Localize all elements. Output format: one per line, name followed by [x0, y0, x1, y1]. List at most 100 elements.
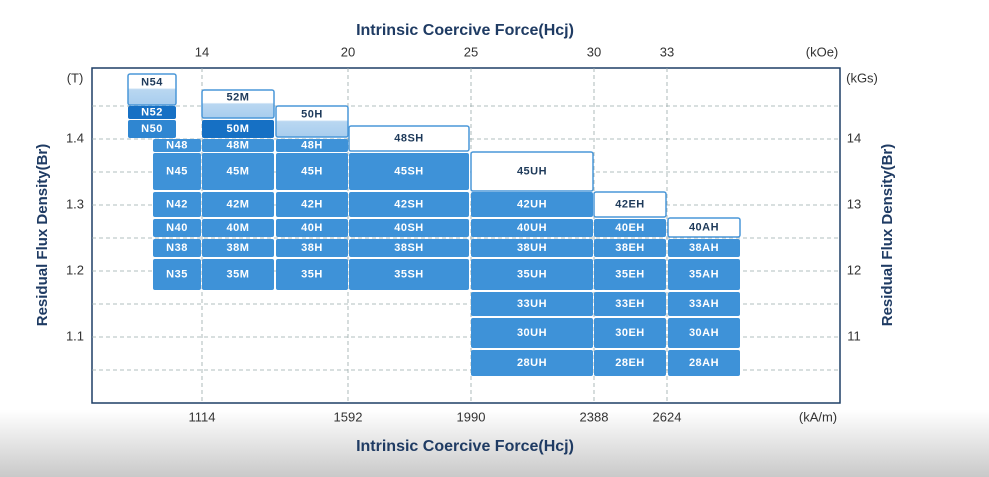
grade-label: 38EH [615, 242, 645, 254]
grade-label: 30UH [517, 327, 547, 339]
grade-label: 35SH [394, 268, 424, 280]
grade-block [349, 192, 469, 217]
grade-label: 33AH [689, 298, 719, 310]
grade-label: 28UH [517, 357, 547, 369]
top-tick-label: 14 [195, 44, 209, 59]
top-tick-label: 33 [660, 44, 674, 59]
grade-label: N40 [166, 222, 188, 234]
grade-label: 40M [227, 222, 250, 234]
grade-block [153, 259, 201, 290]
grade-block [201, 89, 275, 119]
grade-label: N38 [166, 242, 188, 254]
grade-block [594, 292, 666, 316]
grade-block [202, 192, 274, 217]
grade-label: N45 [166, 165, 188, 177]
grade-label: 30AH [689, 327, 719, 339]
grade-block [202, 120, 274, 138]
grade-block [349, 259, 469, 290]
grade-label: 42EH [615, 198, 645, 210]
top-axis-title: Intrinsic Coercive Force(Hcj) [356, 22, 574, 39]
grade-block [668, 350, 740, 376]
grade-label: 42SH [394, 198, 424, 210]
grade-block [471, 192, 593, 217]
grade-block [276, 239, 348, 257]
grade-block [668, 259, 740, 290]
grade-block [202, 239, 274, 257]
grade-label: 42UH [517, 198, 547, 210]
grade-block [667, 217, 741, 238]
grade-block [276, 219, 348, 237]
grade-block [471, 219, 593, 237]
grade-label: 35M [227, 268, 250, 280]
grade-label: 38M [227, 242, 250, 254]
left-tick-label: 1.2 [66, 262, 84, 277]
grade-label: 35UH [517, 268, 547, 280]
grade-label: 33EH [615, 298, 645, 310]
grade-label: 48M [227, 139, 250, 151]
top-tick-label: 30 [587, 44, 601, 59]
grade-block [128, 120, 176, 138]
grade-block [349, 153, 469, 190]
bottom-tick-label: 1592 [334, 409, 363, 424]
grade-label: 38SH [394, 242, 424, 254]
grade-block [594, 259, 666, 290]
plot-frame [91, 67, 841, 404]
grade-block [153, 139, 201, 152]
grade-block [202, 139, 274, 152]
grade-label: 38UH [517, 242, 547, 254]
grade-label: 48H [301, 139, 323, 151]
grade-label: 45M [227, 165, 250, 177]
grade-label: 45SH [394, 165, 424, 177]
grade-label: 40H [301, 222, 323, 234]
grade-label: 28EH [615, 357, 645, 369]
grade-label: 38AH [689, 242, 719, 254]
grade-block [153, 153, 201, 190]
grade-block [471, 350, 593, 376]
grade-label: 50H [301, 109, 323, 121]
grade-label: N48 [166, 139, 188, 151]
bottom-axis-title: Intrinsic Coercive Force(Hcj) [356, 438, 574, 455]
grade-block [668, 292, 740, 316]
grade-label: 50M [227, 123, 250, 135]
grade-block [276, 192, 348, 217]
grade-label: N54 [141, 77, 163, 89]
grade-label: 42M [227, 198, 250, 210]
grade-label: 35H [301, 268, 323, 280]
grade-block [471, 318, 593, 348]
right-tick-label: 11 [847, 328, 861, 343]
bottom-tick-label: 1114 [189, 409, 216, 424]
grade-label: 42H [301, 198, 323, 210]
right-tick-label: 14 [847, 130, 861, 145]
grade-block [594, 219, 666, 237]
bottom-fade [0, 410, 989, 477]
grade-label: 52M [227, 92, 250, 104]
grade-block [594, 350, 666, 376]
right-tick-label: 13 [847, 196, 861, 211]
grade-label: 40UH [517, 222, 547, 234]
grade-label: 30EH [615, 327, 645, 339]
grade-label: 33UH [517, 298, 547, 310]
top-tick-label: 20 [341, 44, 355, 59]
grade-block [153, 219, 201, 237]
grade-block [471, 259, 593, 290]
grade-label: N35 [166, 268, 188, 280]
left-tick-label: 1.1 [66, 328, 84, 343]
grade-label: 45H [301, 165, 323, 177]
grade-block [668, 318, 740, 348]
grade-label: 40AH [689, 221, 719, 233]
grade-block [275, 105, 349, 138]
grade-label: 35AH [689, 268, 719, 280]
grade-block [127, 73, 177, 106]
grade-block [668, 239, 740, 257]
left-tick-label: 1.4 [66, 130, 84, 145]
grade-block [128, 106, 176, 119]
grade-block [470, 151, 594, 192]
grade-block [153, 192, 201, 217]
grade-block [202, 153, 274, 190]
grade-label: N50 [141, 123, 163, 135]
grade-block [594, 318, 666, 348]
grade-label: N42 [166, 198, 188, 210]
grade-label: 40EH [615, 222, 645, 234]
grade-block [276, 139, 348, 152]
grade-block [471, 292, 593, 316]
